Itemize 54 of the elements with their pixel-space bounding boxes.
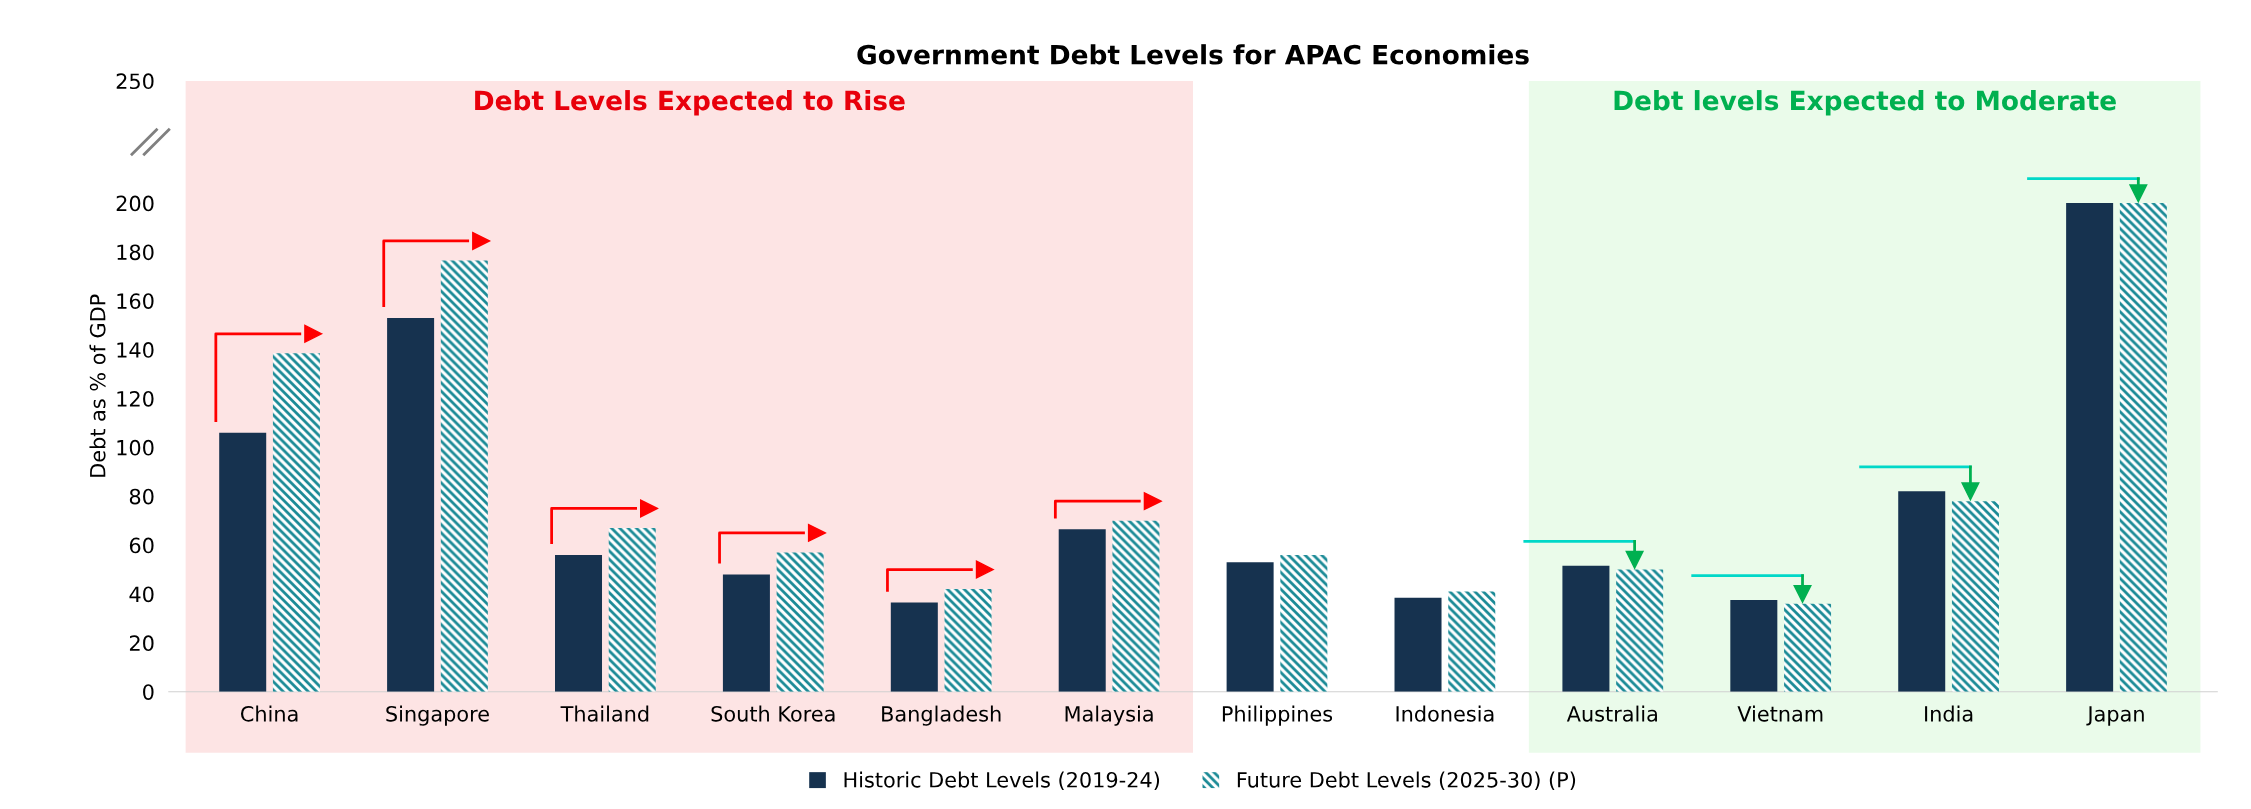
y-tick-label: 120 (117, 390, 154, 407)
x-tick-label: Bangladesh (882, 705, 1001, 726)
bar (776, 552, 824, 692)
x-tick-label: Malaysia (1065, 705, 1153, 726)
x-tick-label: China (240, 705, 298, 722)
bar (1616, 569, 1664, 692)
band-label: Debt Levels Expected to Rise (475, 90, 905, 116)
y-tick-label: 80 (129, 488, 154, 505)
y-tick-label: 100 (117, 439, 154, 456)
bar (555, 554, 603, 692)
y-axis-title: Debt as % of GDP (89, 294, 106, 477)
bar (219, 432, 267, 692)
bar (1730, 600, 1778, 692)
y-tick-label: 40 (129, 586, 154, 603)
chart-title: Government Debt Levels for APAC Economies (857, 44, 1529, 65)
x-tick-label: Philippines (1222, 705, 1333, 726)
x-tick-label: Singapore (386, 705, 489, 726)
bar (1951, 501, 1999, 692)
y-tick-label: 250 (116, 73, 154, 90)
bar (2119, 203, 2167, 692)
bar (1112, 520, 1160, 692)
x-tick-label: Indonesia (1396, 705, 1494, 722)
bar (1058, 529, 1106, 692)
bar (1784, 603, 1832, 692)
y-tick-label: 60 (129, 537, 154, 554)
x-tick-label: Vietnam (1737, 705, 1823, 722)
bar (1394, 597, 1442, 692)
bar (272, 353, 320, 692)
bar (387, 317, 435, 692)
bar (1898, 491, 1946, 692)
bar (1448, 591, 1496, 692)
y-tick-label: 180 (117, 244, 154, 261)
legend-label: Future Debt Levels (2025-30) (P) (1237, 771, 1576, 791)
band-label: Debt levels Expected to Moderate (1614, 90, 2116, 116)
y-tick-label: 0 (143, 684, 154, 700)
bar (1562, 565, 1610, 692)
x-tick-label: India (1925, 705, 1973, 722)
y-tick-label: 140 (117, 342, 154, 358)
legend-label: Historic Debt Levels (2019-24) (844, 771, 1160, 791)
bar (2066, 203, 2114, 692)
y-tick-label: 20 (129, 635, 154, 652)
bar (944, 589, 992, 692)
bar (890, 602, 938, 692)
bar (608, 528, 656, 692)
x-tick-label: Japan (2086, 706, 2144, 726)
bar (1280, 554, 1328, 692)
x-tick-label: Thailand (560, 705, 649, 722)
x-tick-label: South Korea (711, 705, 835, 722)
bar (440, 260, 488, 692)
y-tick-label: 160 (117, 293, 154, 309)
y-tick-label: 200 (116, 195, 154, 212)
bar (1226, 562, 1274, 692)
bar (722, 574, 770, 692)
x-tick-label: Australia (1566, 705, 1657, 722)
